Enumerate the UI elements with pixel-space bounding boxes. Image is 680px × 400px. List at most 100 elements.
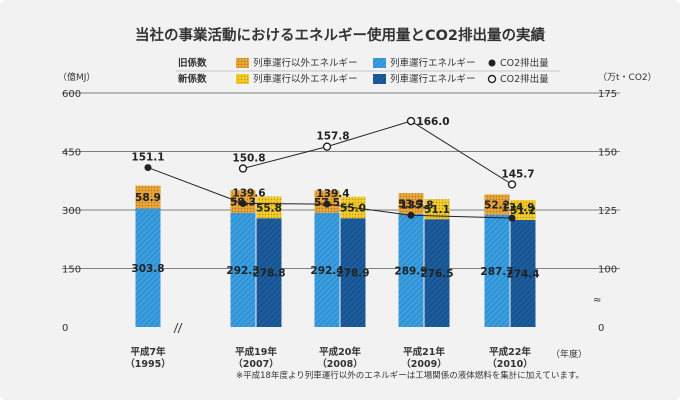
old-1-non-train-value: 58.3 (230, 197, 256, 209)
co2-old-point (238, 164, 248, 173)
co2-new-point (508, 214, 516, 222)
new-4-train-value: 274.4 (506, 268, 539, 280)
new-1-non-train-value: 55.8 (256, 202, 282, 214)
left-tick-label: 600 (62, 89, 81, 100)
legend-old-train-label: 列車運行エネルギー (390, 57, 476, 69)
old-1995-train-value: 303.8 (131, 263, 164, 275)
legend-swatch-old-train (373, 58, 386, 68)
right-tick-label: 100 (598, 265, 617, 276)
new-4-non-train-bar (510, 200, 536, 220)
old-1995-train-bar (135, 208, 161, 327)
legend-new-co2-label: CO2排出量 (500, 73, 549, 85)
legend-old-non-train-label: 列車運行以外エネルギー (253, 57, 358, 69)
old-3-non-train-bar (398, 193, 424, 214)
left-tick-label: 0 (62, 323, 68, 334)
co2-new-value: 134.9 (501, 202, 534, 214)
new-4-train-bar (510, 219, 536, 327)
right-tick-label: 125 (598, 206, 617, 217)
value-labels: 303.8 58.9 292.3 58.3 278.8 55.8 292.4 57.5 278.… (131, 116, 539, 280)
category-year-label: （2010） (487, 358, 532, 370)
old-1995-non-train-bar (135, 185, 161, 209)
new-3-non-train-value: 51.1 (424, 204, 450, 216)
new-3-train-value: 276.5 (420, 268, 453, 280)
legend-old-label: 旧係数 (178, 57, 207, 69)
old-4-non-train-value: 52.2 (484, 200, 510, 212)
co2-new-point (407, 211, 415, 219)
old-4-train-value: 287.7 (480, 266, 513, 278)
old-3-non-train-value: 53.3 (398, 199, 424, 211)
new-2-non-train-value: 55.0 (340, 203, 366, 215)
left-tick-label: 150 (62, 265, 81, 276)
category-label: 平成21年 (403, 346, 445, 358)
co2-old-value: 166.0 (416, 116, 449, 128)
co2-new-point (323, 200, 331, 208)
co2-old-value: 150.8 (232, 153, 265, 165)
legend-swatch-new-non-train (236, 74, 249, 84)
co2-old-point (322, 142, 332, 151)
left-tick-label: 300 (62, 206, 81, 217)
footnote: ※平成18年度より列車運行以外のエネルギーは工場関係の液体燃料を集計に加えていま… (236, 370, 584, 381)
x-axis-unit: （年度） (551, 348, 587, 360)
right-tick-label: 150 (598, 148, 617, 159)
legend-new-label: 新係数 (178, 73, 207, 85)
legend-co2-open-marker (487, 74, 497, 84)
bars (135, 185, 536, 327)
right-tick-label: 175 (598, 89, 617, 100)
co2-old-line (242, 120, 513, 185)
co2-old-value: 145.7 (501, 168, 534, 180)
co2-new-value: 139.6 (232, 187, 265, 199)
old-2-train-bar (314, 212, 340, 327)
legend-co2-filled-marker (488, 59, 496, 67)
legend-old-co2-label: CO2排出量 (500, 57, 549, 69)
new-1-train-value: 278.8 (252, 268, 285, 280)
category-label: 平成19年 (235, 346, 277, 358)
left-axis-unit: （億MJ） (58, 71, 95, 83)
co2-old-value: 157.8 (316, 131, 349, 143)
old-2-non-train-value: 57.5 (314, 197, 340, 209)
new-3-train-bar (424, 219, 450, 327)
co2-new-point (239, 199, 247, 207)
old-1-train-value: 292.3 (226, 265, 259, 277)
category-year-label: （2009） (401, 358, 446, 370)
category-year-label: （2007） (233, 358, 278, 370)
legend-new-non-train-label: 列車運行以外エネルギー (253, 73, 358, 85)
old-4-non-train-bar (484, 194, 510, 215)
co2-new-value: 135.8 (400, 199, 433, 211)
co2-new-value: 151.1 (131, 152, 164, 164)
legend-new-train-label: 列車運行エネルギー (390, 73, 476, 85)
category-label: 平成22年 (489, 346, 531, 358)
legend-swatch-old-non-train (236, 58, 249, 68)
right-tick-label: 0 (598, 323, 604, 334)
right-axis-break-mark: ≈ (593, 295, 601, 306)
old-2-train-value: 292.4 (310, 265, 343, 277)
axis-labels: 0 0 150 100 300 125 450 150 600 175 ≈ 平成7年（1995） 平成1… (62, 89, 617, 370)
co2-lines (144, 116, 517, 222)
new-4-non-train-value: 51.2 (510, 205, 536, 217)
new-1-train-bar (256, 218, 282, 327)
left-tick-label: 450 (62, 148, 81, 159)
category-label: 平成20年 (319, 346, 361, 358)
right-axis-unit: （万t・CO2） (598, 72, 657, 83)
legend-swatch-new-train (373, 74, 386, 84)
x-axis-break-mark (173, 322, 179, 334)
co2-old-point (406, 116, 416, 126)
category-year-label: （2008） (317, 358, 362, 370)
legend: 旧係数 新係数 列車運行以外エネルギー 列車運行以外エネルギー 列車運行エネルギ… (176, 57, 560, 85)
old-3-train-bar (398, 213, 424, 327)
new-2-train-bar (340, 218, 366, 327)
co2-old-point (507, 180, 517, 189)
new-1-non-train-bar (256, 196, 282, 219)
old-4-train-bar (484, 214, 510, 327)
co2-new-value: 139.4 (316, 188, 349, 200)
old-1-train-bar (230, 213, 256, 327)
new-2-train-value: 278.9 (336, 268, 369, 280)
category-year-label: （1995） (125, 358, 170, 370)
chart-title: 当社の事業活動におけるエネルギー使用量とCO2排出量の実績 (135, 26, 546, 44)
x-axis-break-mark (177, 322, 183, 334)
co2-new-point (144, 164, 152, 172)
new-3-non-train-bar (424, 199, 450, 220)
old-1995-non-train-value: 58.9 (135, 192, 161, 204)
old-3-train-value: 289.9 (394, 265, 427, 277)
